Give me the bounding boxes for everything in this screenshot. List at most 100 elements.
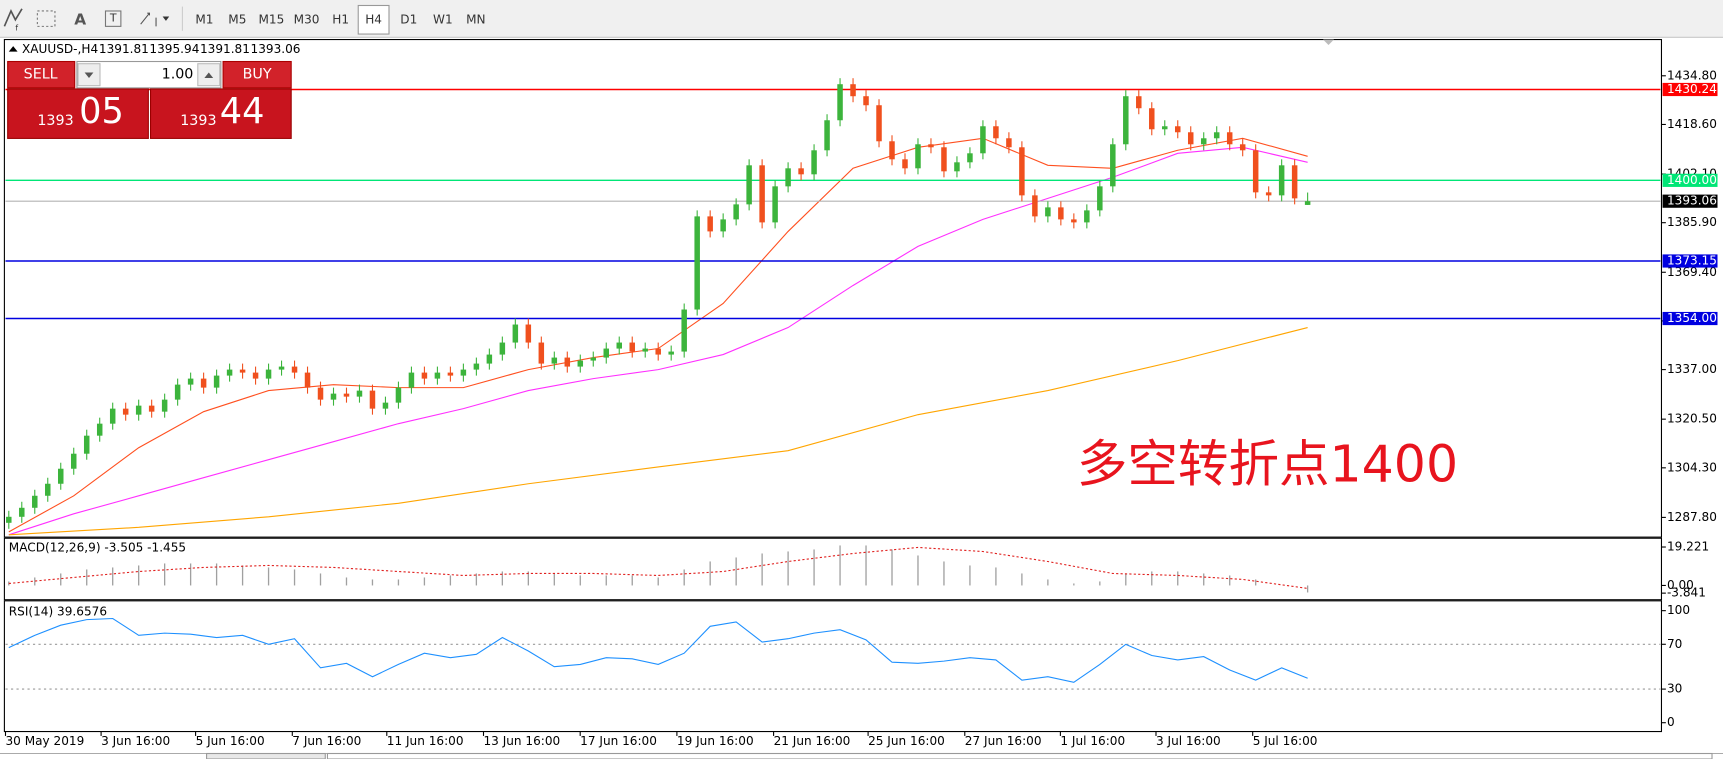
candle-body xyxy=(603,348,610,358)
candle-body xyxy=(200,378,207,388)
candle-body xyxy=(902,159,908,169)
x-tick-label: 21 Jun 16:00 xyxy=(774,734,851,748)
candle-body xyxy=(473,363,480,370)
x-tick-label: 25 Jun 16:00 xyxy=(868,734,945,748)
candle-body xyxy=(642,348,648,352)
candle-body xyxy=(1071,219,1077,223)
candle-body xyxy=(785,168,791,187)
lots-box[interactable] xyxy=(76,60,222,89)
candle-body xyxy=(1045,207,1051,217)
x-tick-label: 1 Jul 16:00 xyxy=(1060,734,1125,748)
level-label: 1400.00 xyxy=(1667,173,1717,187)
candle-body xyxy=(109,408,116,424)
candle-body xyxy=(395,387,402,403)
current-price-tag xyxy=(1662,194,1718,208)
y-tick-label: 1320.50 xyxy=(1667,412,1717,426)
candle-body xyxy=(655,348,661,355)
candle-body xyxy=(993,126,999,139)
candle-body xyxy=(1084,210,1090,223)
macd-label: MACD(12,26,9) -3.505 -1.455 xyxy=(9,541,186,555)
candle-body xyxy=(590,357,597,361)
y-tick-label: 1418.60 xyxy=(1667,117,1717,131)
level-tag xyxy=(1662,311,1718,326)
candle-body xyxy=(32,495,38,508)
candle-body xyxy=(694,216,700,310)
toolbar xyxy=(0,0,1723,38)
text-tool[interactable]: A xyxy=(74,10,86,28)
candle-body xyxy=(967,153,973,163)
candle-body xyxy=(174,384,181,400)
timeframe-bar: M1 M5 M15 M30 H1 H4 D1 W1 MN xyxy=(195,4,486,35)
rsi-line xyxy=(8,617,1308,683)
ask-box[interactable] xyxy=(149,88,292,139)
timeframe-button[interactable]: M5 xyxy=(228,12,246,26)
candle-body xyxy=(551,357,558,364)
candle-body xyxy=(538,342,545,364)
sell-button[interactable] xyxy=(7,60,76,89)
timeframe-button[interactable]: H4 xyxy=(365,12,382,26)
x-tick-label: 5 Jul 16:00 xyxy=(1253,734,1318,748)
candle-body xyxy=(1097,186,1103,211)
main-panel xyxy=(3,38,1663,538)
y-tick-label: 1337.00 xyxy=(1667,362,1717,376)
timeframe-button[interactable]: M1 xyxy=(195,12,213,26)
candle-body xyxy=(980,126,986,154)
timeframe-button[interactable]: D1 xyxy=(400,12,417,26)
sell-label[interactable]: SELL xyxy=(24,67,58,83)
candle-body xyxy=(1252,150,1259,193)
candle-body xyxy=(824,120,830,151)
candle-body xyxy=(122,408,129,415)
y-tick-label: 1304.30 xyxy=(1667,460,1717,474)
candle-body xyxy=(889,141,895,160)
level-label: 1354.00 xyxy=(1667,311,1717,325)
candle-body xyxy=(213,375,220,388)
candle-body xyxy=(733,204,739,220)
timeframe-button[interactable]: MN xyxy=(466,12,485,26)
bid-small: 05 xyxy=(79,91,124,132)
timeframe-button[interactable]: H1 xyxy=(332,12,349,26)
tab[interactable] xyxy=(326,752,1713,759)
candle-body xyxy=(434,372,441,379)
candle-body xyxy=(70,453,77,469)
macd-tick-label: 19.221 xyxy=(1667,540,1709,554)
candle-body xyxy=(265,369,272,379)
grid-button[interactable] xyxy=(36,10,56,27)
candle-body xyxy=(356,390,363,397)
timeframe-button[interactable]: M15 xyxy=(259,12,285,26)
arrows-button[interactable] xyxy=(140,12,170,27)
buy-label[interactable]: BUY xyxy=(243,67,272,83)
rsi-tick-label: 70 xyxy=(1667,637,1682,651)
collapse-icon[interactable] xyxy=(8,46,18,52)
candle-body xyxy=(343,393,350,397)
rsi-panel xyxy=(3,600,1663,733)
shift-marker xyxy=(1323,39,1335,46)
candle-body xyxy=(512,324,519,343)
candle-body xyxy=(1239,144,1246,151)
timeframe-button[interactable]: W1 xyxy=(433,12,453,26)
rsi-label: RSI(14) 39.6576 xyxy=(9,604,107,618)
candle-body xyxy=(252,372,259,379)
level-tag xyxy=(1662,254,1718,268)
candle-body xyxy=(1304,201,1311,205)
tab[interactable] xyxy=(206,752,326,759)
candle-body xyxy=(850,84,856,97)
candle-body xyxy=(1187,132,1194,145)
indicator-button[interactable]: f xyxy=(3,8,23,33)
timeframe-button[interactable]: M30 xyxy=(294,12,320,26)
candle-body xyxy=(928,144,934,148)
candle-body xyxy=(668,351,674,355)
candle-body xyxy=(915,144,921,169)
lots-value[interactable]: 1.00 xyxy=(162,67,194,83)
buy-button[interactable] xyxy=(222,60,292,89)
candle-body xyxy=(720,219,726,232)
bid-box[interactable] xyxy=(7,88,149,139)
candle-body xyxy=(421,372,428,379)
header-open: 1391.81 xyxy=(99,42,149,56)
bid-big: 1393 xyxy=(37,113,73,129)
candle-body xyxy=(1019,147,1025,196)
candle-body xyxy=(811,150,817,175)
text-label-button[interactable]: T xyxy=(104,10,122,27)
candle-body xyxy=(460,369,467,376)
main-chart: 1434.801418.601402.101385.901369.401353.… xyxy=(5,68,1718,536)
